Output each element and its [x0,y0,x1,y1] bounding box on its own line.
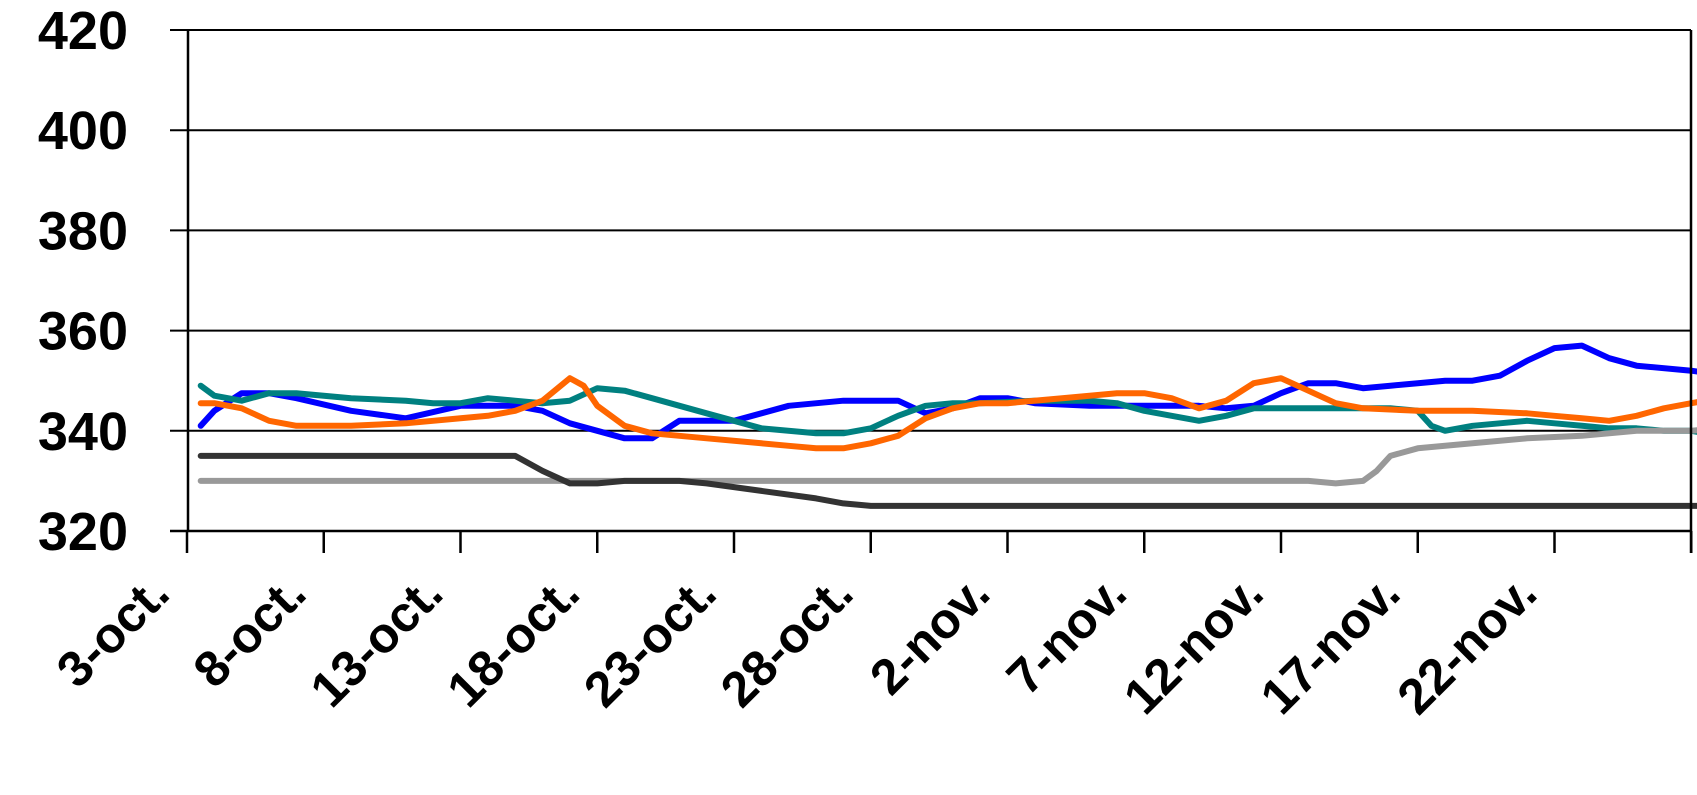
y-tick-label: 380 [38,201,128,261]
gridlines [170,29,1691,432]
x-tick-label: 13-oct. [300,564,454,718]
y-tick-label: 320 [38,502,128,562]
series-line-1 [197,342,1697,442]
series-line-4 [197,427,1697,487]
x-tick-label: 17-nov. [1250,564,1411,725]
y-tick-label: 400 [38,101,128,161]
series-lines [197,342,1697,509]
x-tick-label: 8-oct. [183,564,317,698]
series-line-3 [197,375,1697,452]
y-tick-label: 340 [38,402,128,462]
y-tick-labels: 320 340 360 380 400 420 [38,1,128,562]
x-tick-label: 3-oct. [46,564,180,698]
x-tick-labels: 3-oct. 8-oct.13-oct.18-oct.23-oct.28-oct.… [46,564,1547,725]
x-tick-label: 2-nov. [859,564,1000,705]
series-line-2 [197,382,1697,437]
x-tick-label: 18-oct. [436,564,590,718]
x-tick-label: 22-nov. [1387,564,1548,725]
y-tick-label: 420 [38,1,128,61]
x-tick-label: 12-nov. [1113,564,1274,725]
x-tick-label: 28-oct. [710,564,864,718]
series-line-5 [197,452,1697,509]
y-tick-label: 360 [38,302,128,362]
x-tick-label: 23-oct. [573,564,727,718]
axes [170,30,1693,553]
